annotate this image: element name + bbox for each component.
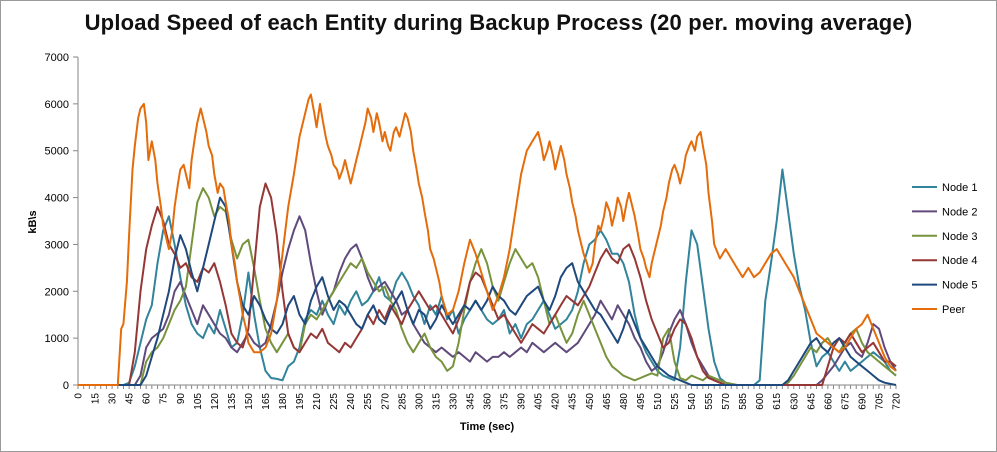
- chart-title: Upload Speed of each Entity during Backu…: [84, 10, 913, 35]
- legend-label: Node 3: [942, 231, 977, 243]
- x-tick-label: 570: [721, 393, 732, 410]
- x-tick-label: 405: [534, 393, 545, 410]
- x-axis-label: Time (sec): [460, 421, 515, 433]
- x-tick-label: 495: [636, 393, 647, 410]
- y-axis: 0 1000 2000 3000 4000 5000 6000 7000: [45, 52, 79, 392]
- x-tick-label: 525: [670, 393, 681, 410]
- legend-label: Peer: [942, 304, 966, 316]
- x-tick-label: 270: [380, 393, 391, 410]
- x-tick-label: 360: [483, 393, 494, 410]
- x-tick-label: 135: [227, 393, 238, 410]
- x-tick-label: 75: [159, 393, 170, 405]
- y-tick-label: 1000: [45, 333, 69, 345]
- x-tick-label: 540: [687, 393, 698, 410]
- x-tick-label: 165: [261, 393, 272, 410]
- x-tick-label: 630: [789, 393, 800, 410]
- x-tick-label: 300: [414, 393, 425, 410]
- x-tick-label: 420: [551, 393, 562, 410]
- x-tick-label: 480: [619, 393, 630, 410]
- y-tick-label: 5000: [45, 146, 69, 158]
- legend-label: Node 4: [942, 255, 977, 267]
- x-tick-label: 120: [210, 393, 221, 410]
- x-tick-label: 330: [448, 393, 459, 410]
- legend-label: Node 1: [942, 182, 977, 194]
- x-tick-label: 195: [295, 393, 306, 410]
- x-tick-label: 45: [125, 393, 136, 405]
- x-tick-label: 255: [363, 393, 374, 410]
- series-line-node-4: [78, 182, 897, 386]
- series-line-node-3: [78, 187, 897, 386]
- x-tick-label: 90: [176, 393, 187, 405]
- x-tick-label: 240: [346, 393, 357, 410]
- x-tick-label: 60: [142, 393, 153, 405]
- x-tick-label: 105: [193, 393, 204, 410]
- x-tick-label: 705: [874, 393, 885, 410]
- x-tick-label: 180: [278, 393, 289, 410]
- x-tick-label: 15: [91, 393, 102, 405]
- x-tick-label: 585: [738, 393, 749, 410]
- series-line-node-5: [78, 196, 897, 386]
- x-tick-label: 645: [806, 393, 817, 410]
- x-axis: 0 15 30 45 60 75 90 105 120 135 150 165 180 195 210 225…: [74, 384, 903, 410]
- x-tick-label: 30: [108, 393, 119, 405]
- x-tick-label: 720: [892, 393, 903, 410]
- x-tick-label: 315: [431, 393, 442, 410]
- series-line-peer: [78, 93, 897, 386]
- x-tick-label: 390: [517, 393, 528, 410]
- x-tick-label: 660: [823, 393, 834, 410]
- y-tick-label: 7000: [45, 52, 69, 64]
- x-tick-label: 375: [500, 393, 511, 410]
- x-tick-label: 690: [857, 393, 868, 410]
- x-tick-label: 345: [465, 393, 476, 410]
- x-tick-label: 510: [653, 393, 664, 410]
- x-tick-label: 675: [840, 393, 851, 410]
- plot-area: [78, 93, 897, 386]
- y-tick-label: 4000: [45, 193, 69, 205]
- legend-label: Node 2: [942, 206, 977, 218]
- x-tick-label: 435: [568, 393, 579, 410]
- x-tick-label: 465: [602, 393, 613, 410]
- x-tick-label: 555: [704, 393, 715, 410]
- y-axis-label: kB\s: [27, 210, 39, 233]
- y-tick-label: 2000: [45, 286, 69, 298]
- legend: Node 1 Node 2 Node 3 Node 4 Node 5 Peer: [912, 182, 977, 316]
- x-tick-label: 450: [585, 393, 596, 410]
- x-tick-label: 225: [329, 393, 340, 410]
- y-tick-label: 3000: [45, 239, 69, 251]
- y-tick-label: 0: [63, 380, 69, 392]
- x-tick-label: 285: [397, 393, 408, 410]
- x-tick-label: 615: [772, 393, 783, 410]
- x-tick-label: 0: [74, 393, 85, 399]
- x-tick-label: 150: [244, 393, 255, 410]
- y-tick-label: 6000: [45, 99, 69, 111]
- x-tick-label: 210: [312, 393, 323, 410]
- x-tick-label: 600: [755, 393, 766, 410]
- legend-label: Node 5: [942, 280, 977, 292]
